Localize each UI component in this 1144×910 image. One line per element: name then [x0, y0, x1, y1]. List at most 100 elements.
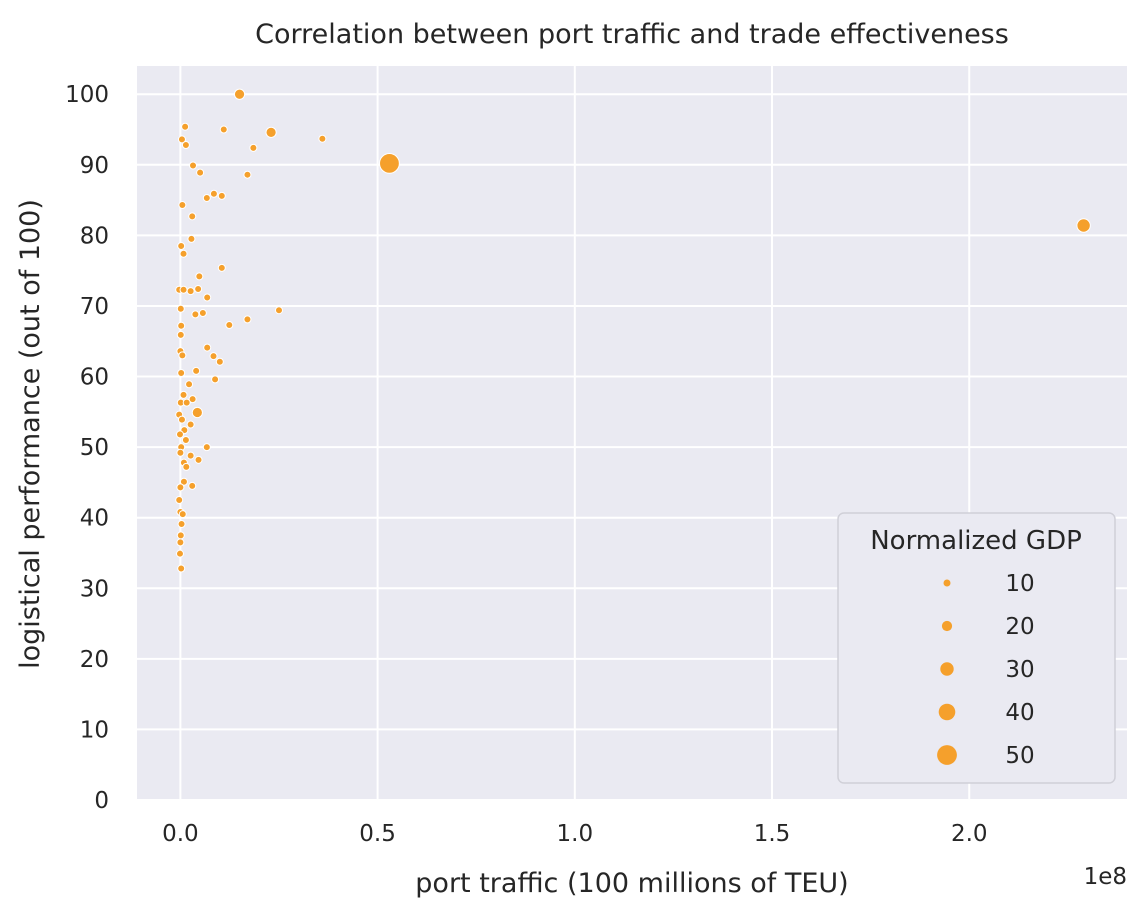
data-point [175, 549, 184, 558]
data-point [181, 141, 190, 150]
data-point [379, 152, 400, 174]
data-point [186, 451, 195, 460]
chart-title: Correlation between port traffic and tra… [255, 19, 1009, 50]
y-tick-label: 20 [80, 647, 109, 673]
data-point [209, 189, 218, 198]
data-point [274, 306, 283, 315]
data-point [177, 241, 186, 250]
y-tick-label: 30 [80, 576, 109, 602]
data-point [176, 483, 185, 492]
legend-label: 10 [1005, 571, 1034, 597]
data-point [209, 352, 218, 361]
data-point [175, 496, 184, 505]
y-tick-label: 50 [80, 435, 109, 461]
y-tick-label: 0 [94, 788, 109, 814]
data-point [181, 436, 190, 445]
data-point [194, 285, 203, 294]
data-point [186, 287, 195, 296]
y-tick-label: 10 [80, 717, 109, 743]
data-points [175, 88, 1091, 573]
data-point [233, 88, 246, 100]
data-point [217, 263, 226, 272]
y-tick-label: 60 [80, 365, 109, 391]
data-point [177, 369, 186, 378]
data-point [249, 143, 258, 152]
data-point [243, 315, 252, 324]
x-tick-label: 0.0 [162, 821, 199, 847]
data-point [176, 531, 185, 540]
data-point [195, 272, 204, 281]
data-point [194, 455, 203, 464]
y-tick-label: 80 [80, 223, 109, 249]
data-point [177, 415, 186, 424]
data-point [265, 126, 277, 138]
data-point [182, 462, 191, 471]
data-point [217, 191, 226, 200]
x-axis-label: port traffic (100 millions of TEU) [415, 868, 848, 899]
legend-label: 40 [1005, 700, 1034, 726]
data-point [182, 398, 191, 407]
data-point [177, 520, 186, 529]
x-tick-label: 2.0 [951, 821, 988, 847]
data-point [225, 321, 234, 330]
data-point [188, 481, 197, 490]
data-point [175, 430, 184, 439]
y-axis-label: logistical performance (out of 100) [15, 199, 46, 669]
data-point [215, 357, 224, 366]
data-point [176, 330, 185, 339]
data-point [1076, 218, 1091, 233]
data-point [178, 351, 187, 360]
y-tick-label: 70 [80, 294, 109, 320]
data-point [179, 390, 188, 399]
data-point [176, 538, 185, 547]
data-point [178, 201, 187, 210]
legend-marker [938, 703, 956, 721]
data-point [188, 395, 197, 404]
legend-marker [937, 745, 957, 765]
legend-label: 50 [1005, 743, 1034, 769]
data-point [318, 134, 327, 143]
data-point [176, 448, 185, 457]
data-point [192, 366, 201, 375]
data-point [187, 234, 196, 243]
legend-marker [941, 620, 953, 632]
y-tick-label: 90 [80, 153, 109, 179]
y-tick-label: 100 [65, 82, 109, 108]
data-point [203, 293, 212, 302]
legend-entries: 10 20 30 40 50 [937, 571, 1035, 769]
data-point [219, 125, 228, 134]
data-point [211, 375, 220, 384]
data-point [191, 406, 203, 419]
data-point [179, 477, 188, 486]
legend: Normalized GDP 10 20 30 40 50 [837, 512, 1116, 784]
tick-labels: 0.0 0.5 1.0 1.5 2.0 0 10 20 30 40 50 60 70 80 90 100 [65, 82, 987, 847]
x-axis-offset-label: 1e8 [1084, 864, 1127, 890]
legend-frame [837, 512, 1116, 784]
x-tick-label: 0.5 [359, 821, 396, 847]
y-tick-label: 40 [80, 506, 109, 532]
legend-label: 20 [1005, 614, 1034, 640]
data-point [203, 343, 212, 352]
data-point [202, 443, 211, 452]
data-point [176, 304, 185, 313]
data-point [198, 309, 207, 318]
data-point [178, 510, 187, 519]
legend-marker [940, 662, 954, 676]
data-point [181, 122, 190, 131]
data-point [243, 170, 252, 179]
data-point [186, 420, 195, 429]
x-tick-label: 1.5 [754, 821, 791, 847]
x-tick-label: 1.0 [557, 821, 594, 847]
data-point [189, 161, 198, 170]
data-point [177, 564, 186, 573]
data-point [179, 285, 188, 294]
legend-label: 30 [1005, 657, 1034, 683]
data-point [196, 168, 205, 177]
data-point [191, 310, 200, 319]
data-point [177, 135, 186, 144]
legend-marker [943, 579, 951, 587]
legend-title: Normalized GDP [870, 526, 1082, 556]
data-point [202, 193, 211, 202]
data-point [188, 212, 197, 221]
